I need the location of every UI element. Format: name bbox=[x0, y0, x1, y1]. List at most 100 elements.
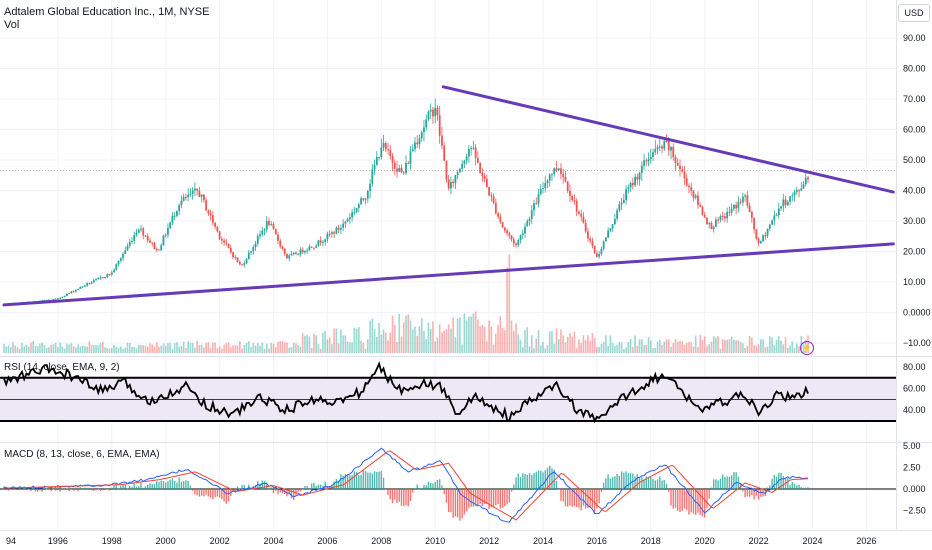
volume-bar bbox=[239, 341, 241, 353]
candle-body bbox=[236, 257, 239, 262]
volume-bar bbox=[367, 339, 369, 353]
currency-button[interactable]: USD bbox=[898, 4, 930, 22]
candle-body bbox=[250, 251, 252, 253]
candle-body bbox=[232, 252, 234, 258]
candle-body bbox=[167, 228, 169, 235]
macd-histogram-bar bbox=[72, 489, 75, 491]
candle-body bbox=[802, 184, 805, 189]
macd-histogram-bar bbox=[412, 489, 414, 493]
candle-body bbox=[398, 167, 401, 172]
volume-bar bbox=[189, 342, 192, 353]
candle-body bbox=[393, 162, 396, 169]
candle-body bbox=[158, 249, 160, 251]
candle-body bbox=[425, 119, 428, 128]
chart-title: Adtalem Global Education Inc., 1M, NYSE bbox=[4, 6, 210, 18]
candle-body bbox=[214, 222, 217, 227]
candle-body bbox=[533, 203, 535, 211]
volume-bar bbox=[445, 329, 448, 353]
macd-histogram-bar bbox=[349, 475, 351, 489]
candle-body bbox=[241, 264, 243, 266]
trendline-upper[interactable] bbox=[441, 85, 895, 194]
macd-histogram-bar bbox=[108, 489, 111, 491]
candle-body bbox=[191, 190, 194, 194]
volume-bar bbox=[337, 343, 340, 353]
volume-bar bbox=[436, 337, 439, 353]
volume-bar bbox=[5, 346, 8, 353]
volume-bar bbox=[281, 341, 284, 353]
volume-bar bbox=[45, 347, 48, 353]
macd-histogram-bar bbox=[358, 475, 360, 489]
candle-body bbox=[625, 189, 627, 200]
macd-axis-label: −2.50 bbox=[903, 506, 926, 516]
candle-body bbox=[580, 213, 583, 217]
macd-histogram-bar bbox=[472, 489, 475, 507]
volume-bar bbox=[59, 342, 61, 353]
volume-bar bbox=[582, 335, 585, 353]
volume-bar bbox=[656, 341, 659, 353]
candle-body bbox=[701, 206, 704, 215]
volume-bar bbox=[564, 342, 567, 353]
volume-bar bbox=[652, 348, 654, 353]
candle-body bbox=[288, 255, 291, 259]
volume-bar bbox=[308, 336, 311, 353]
candle-body bbox=[596, 253, 598, 257]
time-axis-label: 2020 bbox=[695, 536, 715, 546]
macd-histogram-bar bbox=[200, 489, 203, 496]
candle-body bbox=[292, 252, 295, 255]
volume-bar bbox=[479, 326, 481, 353]
volume-bar bbox=[230, 347, 232, 353]
volume-bar bbox=[584, 340, 587, 353]
volume-bar bbox=[616, 344, 618, 353]
volume-bar bbox=[39, 343, 41, 353]
grid bbox=[0, 0, 896, 530]
macd-histogram-bar bbox=[432, 483, 434, 489]
volume-bar bbox=[614, 346, 616, 353]
candle-body bbox=[146, 236, 149, 241]
volume-bar bbox=[735, 340, 737, 353]
volume-bar bbox=[492, 344, 495, 353]
volume-bar bbox=[703, 336, 706, 353]
volume-bar bbox=[508, 254, 511, 353]
lightning-icon[interactable]: ⚡ bbox=[800, 341, 814, 355]
volume-bar bbox=[274, 347, 277, 353]
macd-histogram-bar bbox=[800, 487, 802, 489]
macd-histogram-bar bbox=[126, 488, 129, 490]
macd-histogram-bar bbox=[508, 489, 511, 503]
candle-body bbox=[600, 248, 603, 255]
volume-bar bbox=[362, 342, 365, 353]
volume-bar bbox=[304, 335, 306, 353]
candle-body bbox=[755, 229, 758, 239]
candle-body bbox=[353, 211, 356, 213]
candle-body bbox=[564, 177, 567, 182]
candle-body bbox=[483, 175, 486, 179]
candle-body bbox=[396, 168, 398, 172]
candle-body bbox=[92, 280, 95, 283]
volume-bar bbox=[162, 343, 165, 353]
volume-bar bbox=[382, 329, 385, 353]
macd-histogram-bar bbox=[113, 485, 115, 489]
candle-body bbox=[79, 286, 82, 289]
macd-histogram-bar bbox=[798, 484, 800, 489]
macd-histogram-bar bbox=[748, 489, 751, 497]
macd-histogram-bar bbox=[757, 489, 760, 500]
volume-bar bbox=[299, 346, 302, 353]
volume-bars bbox=[3, 254, 809, 353]
volume-bar bbox=[620, 342, 623, 353]
candle-body bbox=[344, 221, 347, 224]
volume-bar bbox=[699, 335, 702, 353]
macd-histogram-bar bbox=[39, 489, 41, 491]
volume-bar bbox=[663, 341, 666, 353]
candle-body bbox=[149, 240, 151, 243]
candle-body bbox=[497, 213, 499, 217]
volume-bar bbox=[717, 336, 719, 353]
candle-body bbox=[443, 145, 446, 161]
macd-histogram-bar bbox=[93, 489, 95, 491]
candle-body bbox=[272, 224, 275, 229]
volume-bar bbox=[54, 342, 57, 353]
trendline-lower[interactable] bbox=[2, 242, 895, 307]
macd-histogram-bar bbox=[243, 485, 246, 489]
macd-histogram-bar bbox=[454, 489, 457, 517]
volume-bar bbox=[178, 346, 180, 353]
macd-histogram-bar bbox=[717, 480, 719, 489]
